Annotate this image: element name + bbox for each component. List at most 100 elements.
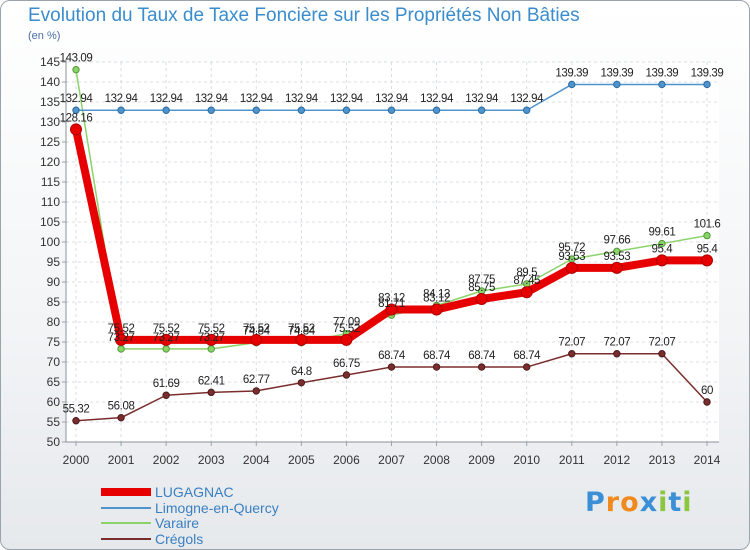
y-tick-label-145: 145 bbox=[40, 55, 60, 69]
data-label-lugagnac-2013: 95.4 bbox=[652, 243, 674, 255]
point-lugagnac-2007 bbox=[385, 303, 398, 316]
data-label-limogne-en-quercy-2003: 132.94 bbox=[195, 93, 229, 105]
point-lugagnac-2014 bbox=[701, 254, 713, 267]
data-label-varaire-2009: 87.75 bbox=[468, 274, 495, 286]
point-lugagnac-2008 bbox=[430, 303, 443, 316]
x-tick-label-2002: 2002 bbox=[153, 453, 180, 467]
x-tick-label-2012: 2012 bbox=[604, 453, 631, 467]
logo-letter: x bbox=[639, 487, 659, 518]
point-cr-gols-2005 bbox=[297, 379, 306, 387]
data-label-lugagnac-2000: 128.16 bbox=[60, 112, 93, 124]
series-cr-gols bbox=[72, 350, 711, 425]
point-cr-gols-2002 bbox=[162, 391, 170, 399]
point-limogne-en-quercy-2014 bbox=[703, 80, 711, 89]
data-label-lugagnac-2008: 83.12 bbox=[423, 293, 450, 305]
y-tick-label-140: 140 bbox=[40, 75, 60, 89]
chart-title: Evolution du Taux de Taxe Foncière sur l… bbox=[28, 5, 580, 26]
data-label-lugagnac-2009: 85.75 bbox=[468, 282, 495, 294]
data-label-lugagnac-2014: 95.4 bbox=[697, 243, 719, 255]
y-tick-label-105: 105 bbox=[40, 215, 60, 229]
x-tick-label-2004: 2004 bbox=[243, 453, 270, 467]
y-tick-label-125: 125 bbox=[40, 135, 60, 149]
point-cr-gols-2004 bbox=[252, 387, 260, 395]
data-label-lugagnac-2010: 87.45 bbox=[513, 275, 540, 287]
data-label-cr-gols-2003: 62.41 bbox=[198, 375, 225, 387]
data-label-varaire-2012: 97.66 bbox=[603, 234, 630, 246]
point-lugagnac-2000 bbox=[70, 123, 82, 136]
data-label-lugagnac-2007: 83.12 bbox=[378, 293, 405, 305]
point-limogne-en-quercy-2011 bbox=[568, 80, 576, 89]
logo-letter: i bbox=[682, 487, 693, 518]
data-label-varaire-2006: 77.09 bbox=[333, 317, 360, 329]
data-label-cr-gols-2013: 72.07 bbox=[649, 337, 676, 349]
point-cr-gols-2014 bbox=[703, 398, 711, 406]
y-tick-label-80: 80 bbox=[47, 315, 61, 329]
data-label-cr-gols-2014: 60 bbox=[701, 385, 713, 397]
legend-swatch-limogne-en-quercy bbox=[101, 506, 151, 509]
legend-label-varaire: Varaire bbox=[155, 515, 200, 531]
point-limogne-en-quercy-2001 bbox=[117, 106, 125, 114]
data-label-cr-gols-2008: 68.74 bbox=[423, 350, 451, 362]
x-tick-label-2010: 2010 bbox=[513, 453, 540, 467]
logo-letter: r bbox=[605, 487, 621, 518]
point-varaire-2003 bbox=[207, 345, 215, 353]
point-cr-gols-2006 bbox=[342, 371, 351, 379]
data-label-cr-gols-2011: 72.07 bbox=[558, 337, 585, 349]
data-label-lugagnac-2005: 75.52 bbox=[288, 323, 315, 335]
data-label-limogne-en-quercy-2010: 132.94 bbox=[510, 93, 544, 105]
legend-label-limogne-en-quercy: Limogne-en-Quercy bbox=[155, 499, 279, 516]
point-varaire-2000 bbox=[72, 65, 80, 74]
data-label-cr-gols-2001: 56.08 bbox=[108, 401, 135, 413]
point-lugagnac-2012 bbox=[610, 261, 623, 274]
x-tick-label-2003: 2003 bbox=[198, 453, 225, 467]
y-tick-label-110: 110 bbox=[41, 195, 60, 209]
proxiti-logo: Proxiti bbox=[585, 487, 693, 518]
data-label-limogne-en-quercy-2006: 132.94 bbox=[330, 93, 364, 105]
y-tick-label-60: 60 bbox=[47, 395, 61, 409]
logo-letter: o bbox=[620, 487, 640, 518]
data-label-limogne-en-quercy-2011: 139.39 bbox=[555, 67, 588, 79]
point-lugagnac-2002 bbox=[160, 333, 173, 346]
point-varaire-2012 bbox=[613, 247, 621, 256]
y-tick-label-120: 120 bbox=[40, 155, 60, 169]
legend-item-varaire: Varaire bbox=[101, 516, 361, 532]
x-tick-label-2009: 2009 bbox=[468, 453, 495, 467]
y-tick-label-115: 115 bbox=[41, 175, 60, 189]
point-limogne-en-quercy-2002 bbox=[162, 106, 170, 114]
legend-swatch-cr-gols bbox=[101, 537, 151, 540]
y-tick-label-65: 65 bbox=[47, 375, 61, 389]
y-tick-label-130: 130 bbox=[40, 115, 60, 129]
data-label-cr-gols-2010: 68.74 bbox=[513, 350, 541, 362]
data-label-lugagnac-2003: 75.52 bbox=[198, 323, 225, 335]
point-varaire-2013 bbox=[658, 239, 666, 248]
data-label-cr-gols-2012: 72.07 bbox=[603, 337, 630, 349]
data-label-lugagnac-2006: 75.52 bbox=[333, 323, 360, 335]
data-label-varaire-2005: 74.84 bbox=[288, 326, 316, 338]
point-varaire-2002 bbox=[162, 345, 170, 353]
point-cr-gols-2011 bbox=[568, 350, 576, 358]
data-label-varaire-2010: 89.5 bbox=[516, 267, 537, 279]
data-label-varaire-2014: 101.6 bbox=[694, 219, 721, 231]
data-label-cr-gols-2004: 62.77 bbox=[243, 374, 270, 386]
data-label-lugagnac-2004: 75.52 bbox=[243, 323, 270, 335]
data-label-varaire-2001: 73.27 bbox=[108, 332, 135, 344]
point-limogne-en-quercy-2004 bbox=[252, 106, 260, 114]
x-tick-label-2014: 2014 bbox=[694, 453, 721, 467]
point-cr-gols-2009 bbox=[477, 363, 486, 371]
y-axis-unit: (en %) bbox=[28, 30, 61, 42]
data-label-limogne-en-quercy-2004: 132.94 bbox=[240, 93, 274, 105]
point-limogne-en-quercy-2007 bbox=[387, 106, 396, 114]
point-cr-gols-2012 bbox=[613, 350, 621, 358]
y-tick-label-85: 85 bbox=[47, 295, 61, 309]
point-lugagnac-2013 bbox=[655, 254, 668, 267]
y-tick-label-135: 135 bbox=[40, 95, 60, 109]
point-limogne-en-quercy-2006 bbox=[342, 106, 351, 114]
point-limogne-en-quercy-2009 bbox=[477, 106, 486, 114]
point-lugagnac-2011 bbox=[565, 261, 578, 274]
x-tick-label-2001: 2001 bbox=[108, 453, 135, 467]
legend-swatch-varaire bbox=[101, 522, 151, 524]
x-tick-label-2013: 2013 bbox=[649, 453, 676, 467]
legend: LUGAGNAC Limogne-en-Quercy Varaire Crégols bbox=[101, 485, 361, 547]
